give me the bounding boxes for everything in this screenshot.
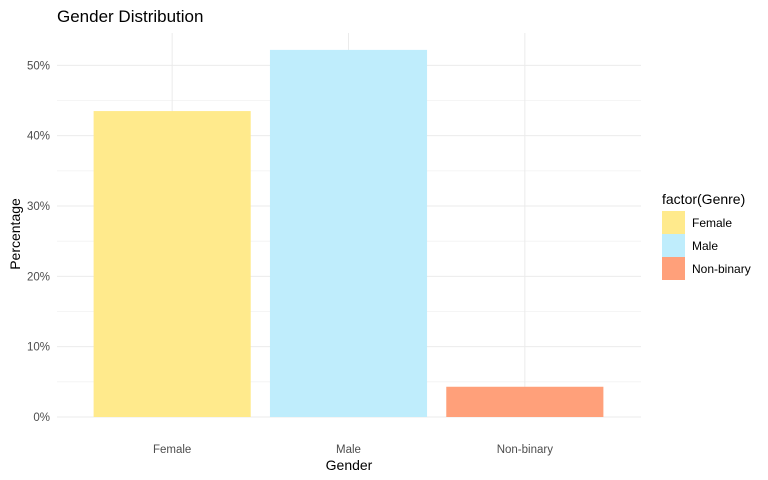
legend-label: Female [692,216,732,230]
legend-key-female [662,211,685,234]
legend-key-non-binary [662,257,685,280]
legend-label: Male [692,239,718,253]
x-axis-title: Gender [326,457,373,473]
x-tick-label: Non-binary [497,444,553,456]
y-tick-label: 10% [27,342,50,354]
y-tick-label: 50% [27,60,50,72]
x-axis-ticks: Female Male Non-binary [153,444,553,456]
bar-non-binary [446,386,604,417]
y-axis-title: Percentage [7,198,23,270]
legend-label: Non-binary [692,262,751,276]
bar-male [269,49,428,417]
legend-title: factor(Genre) [662,191,745,207]
bars [93,49,604,418]
y-tick-label: 30% [27,201,50,213]
x-tick-label: Male [336,444,361,456]
y-tick-label: 0% [33,412,50,424]
chart-title: Gender Distribution [57,7,203,26]
x-tick-label: Female [153,444,191,456]
legend-key-male [662,234,685,257]
y-axis-ticks: 0% 10% 20% 30% 40% 50% [27,60,50,424]
y-tick-label: 40% [27,131,50,143]
y-tick-label: 20% [27,271,50,283]
legend: factor(Genre) Female Male Non-binary [662,191,751,280]
bar-female [93,111,251,418]
